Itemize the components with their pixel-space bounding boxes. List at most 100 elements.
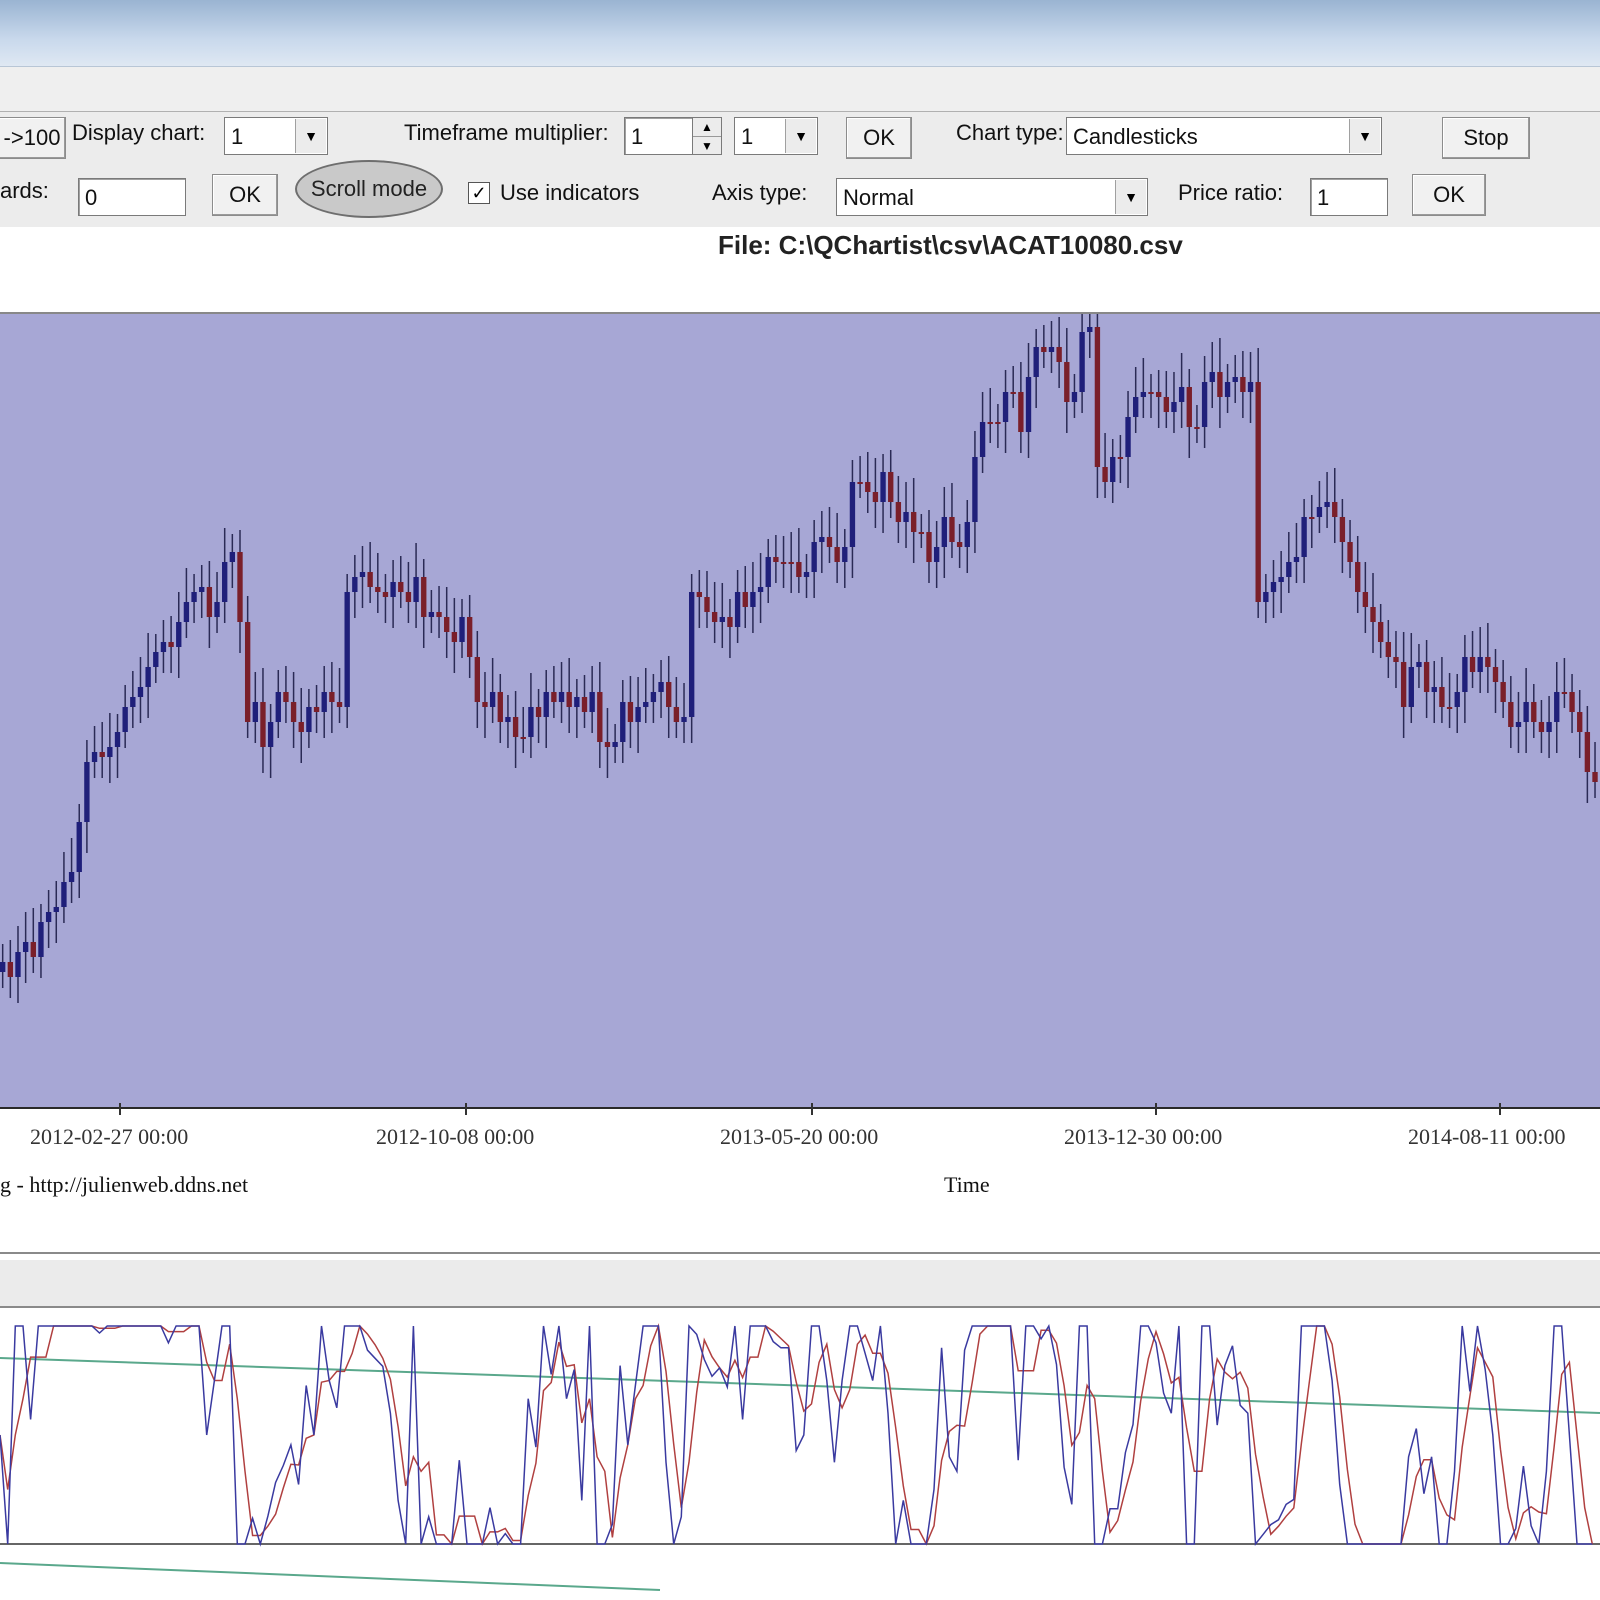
candle-body [1569, 692, 1575, 712]
candle-body [620, 702, 626, 742]
timeframe-spinner[interactable]: ▲ ▼ [692, 117, 722, 155]
candle-body [711, 612, 718, 622]
candle-body [84, 762, 90, 822]
axis-type-value: Normal [843, 185, 914, 210]
candle-body [849, 482, 856, 547]
candle-body [1577, 712, 1583, 732]
axis-type-select[interactable]: Normal ▼ [836, 178, 1148, 216]
window-titlebar [0, 0, 1600, 67]
candle-body [413, 577, 419, 602]
candle-body [313, 707, 320, 712]
candle-body [1186, 387, 1192, 427]
backwards-input[interactable]: 0 [78, 178, 186, 216]
candle-body [436, 612, 442, 617]
candle-body [1217, 372, 1223, 397]
candle-body [558, 692, 565, 702]
candle-body [1400, 662, 1407, 707]
chevron-down-icon[interactable]: ▼ [295, 119, 326, 153]
candle-body [114, 732, 121, 747]
candle-body [1454, 692, 1460, 707]
candle-body [627, 702, 634, 722]
candle-body [1033, 347, 1039, 377]
candle-body [191, 592, 197, 602]
chart-type-select[interactable]: Candlesticks ▼ [1066, 117, 1382, 155]
candle-body [1324, 502, 1330, 507]
candle-body [574, 697, 580, 707]
candle-body [260, 702, 266, 747]
candle-body [895, 502, 902, 522]
candle-body [803, 572, 810, 577]
candle-body [15, 952, 21, 977]
candle-body [1270, 582, 1277, 592]
price-ratio-ok-button[interactable]: OK [1412, 174, 1486, 216]
candle-body [528, 707, 534, 737]
chevron-down-icon[interactable]: ▼ [785, 119, 816, 153]
candle-body [153, 652, 159, 667]
candle-body [1002, 392, 1009, 422]
candle-body [1232, 377, 1238, 382]
scroll-mode-button[interactable]: Scroll mode [295, 160, 443, 218]
timeframe-ok-button[interactable]: OK [846, 117, 912, 159]
candle-body [750, 592, 756, 607]
backwards-label: ards: [0, 178, 49, 203]
candle-body [1561, 692, 1568, 694]
candle-body [206, 587, 213, 617]
candle-body [1018, 392, 1024, 432]
candle-body [38, 922, 44, 957]
stop-button[interactable]: Stop [1442, 117, 1530, 159]
chevron-down-icon[interactable]: ▼ [1115, 180, 1146, 214]
candle-body [466, 617, 473, 657]
candle-body [1332, 502, 1338, 517]
arrow-up-icon[interactable]: ▲ [693, 118, 721, 137]
x-tick-label: 2012-02-27 00:00 [30, 1124, 189, 1149]
x-tick-label: 2012-10-08 00:00 [376, 1124, 535, 1149]
candle-body [1554, 692, 1560, 722]
candle-body [666, 682, 672, 707]
candle-body [1492, 667, 1499, 682]
candle-body [1347, 542, 1353, 562]
candle-body [505, 717, 511, 722]
candle-body [1316, 507, 1323, 517]
candle-body [1393, 657, 1399, 662]
candle-body [773, 557, 779, 562]
candle-body [520, 737, 526, 739]
candle-body [1056, 347, 1062, 362]
candle-body [244, 622, 251, 722]
candle-body [857, 482, 863, 484]
use-indicators-checkbox[interactable]: ✓ [468, 182, 490, 204]
timeframe-unit-select[interactable]: 1 ▼ [734, 117, 818, 155]
display-chart-label: Display chart: [72, 120, 206, 145]
candle-body [903, 512, 909, 522]
x-axis-label: Time [944, 1172, 990, 1197]
backwards-ok-button[interactable]: OK [212, 174, 278, 216]
candle-body [643, 702, 649, 707]
candle-body [1462, 657, 1468, 692]
candle-body [168, 642, 174, 647]
candle-body [811, 542, 817, 572]
timeframe-multiplier-input[interactable]: 1 [624, 117, 694, 155]
price-chart-area[interactable] [0, 312, 1600, 1109]
menu-strip [0, 67, 1600, 111]
candle-body [1010, 392, 1016, 394]
candle-body [1209, 372, 1215, 382]
candle-body [275, 692, 281, 722]
candle-body [68, 872, 75, 882]
candle-body [535, 707, 542, 717]
price-ratio-input[interactable]: 1 [1310, 178, 1388, 216]
zoom-100-button[interactable]: ->100 [0, 117, 66, 159]
candle-body [382, 592, 389, 597]
display-chart-select[interactable]: 1 ▼ [224, 117, 328, 155]
candle-body [972, 457, 978, 522]
candle-body [145, 667, 151, 687]
candle-body [176, 622, 182, 647]
candle-body [1431, 687, 1437, 692]
candle-body [7, 962, 14, 977]
candle-body [1439, 687, 1445, 707]
candle-body [1538, 722, 1545, 732]
candle-body [1171, 402, 1177, 412]
chevron-down-icon[interactable]: ▼ [1349, 119, 1380, 153]
candle-body [1247, 382, 1254, 392]
candle-body [589, 692, 595, 712]
arrow-down-icon[interactable]: ▼ [701, 139, 713, 153]
indicator-panel[interactable] [0, 1308, 1600, 1600]
